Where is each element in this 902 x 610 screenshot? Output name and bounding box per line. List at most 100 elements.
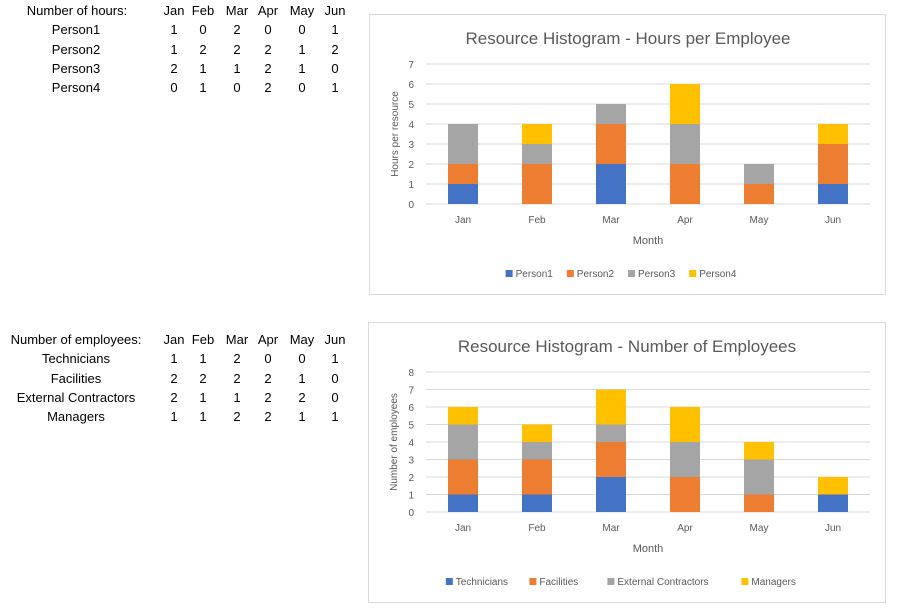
legend-label: Facilities [539, 577, 578, 588]
month-header: Mar [225, 3, 249, 18]
cell-value: 2 [199, 370, 207, 386]
legend-label: Technicians [456, 577, 508, 588]
cell-value: 2 [264, 80, 272, 96]
month-header: Feb [191, 3, 215, 18]
y-tick-label: 4 [408, 438, 414, 449]
cell-value: 2 [233, 370, 241, 386]
x-tick-label: Jun [825, 215, 841, 226]
legend-swatch [689, 270, 697, 277]
legend-label: Person1 [516, 269, 554, 280]
y-tick-label: 7 [408, 386, 414, 397]
month-header: May [289, 3, 315, 18]
bar-segment-facilities [744, 494, 774, 512]
bar-segment-person1 [596, 164, 626, 204]
bar-segment-external-contractors [744, 459, 774, 495]
month-header: Jan [163, 3, 185, 18]
bar-segment-person1 [818, 184, 848, 204]
cell-value: 1 [199, 351, 207, 367]
legend-label: External Contractors [617, 577, 708, 588]
y-tick-label: 4 [408, 120, 414, 131]
employees-chart-svg: Resource Histogram - Number of Employees… [389, 337, 870, 588]
x-tick-label: Jan [455, 523, 471, 534]
cell-value: 1 [170, 351, 178, 367]
cell-value: 1 [233, 389, 241, 405]
bar-segment-managers [596, 389, 626, 425]
bar-segment-person4 [522, 124, 552, 144]
cell-value: 1 [233, 60, 241, 76]
cell-value: 2 [264, 60, 272, 76]
hours-chart-svg: Resource Histogram - Hours per Employee 0… [390, 29, 870, 280]
cell-value: 0 [264, 351, 272, 367]
month-header: Jan [163, 332, 185, 347]
cell-value: 0 [264, 22, 272, 38]
legend-label: Person3 [638, 269, 676, 280]
legend-swatch [529, 578, 537, 585]
bar-segment-person4 [670, 84, 700, 124]
y-axis-title: Hours per resource [390, 91, 401, 177]
y-tick-label: 3 [408, 140, 414, 151]
row-label: Person4 [51, 80, 101, 96]
cell-value: 2 [233, 409, 241, 425]
table-header: Number of employees: [10, 332, 142, 347]
bar-segment-technicians [596, 477, 626, 512]
bar-segment-person3 [522, 144, 552, 164]
y-tick-label: 0 [408, 200, 414, 211]
cell-value: 2 [233, 22, 241, 38]
cell-value: 0 [170, 80, 178, 96]
bar-segment-managers [744, 442, 774, 460]
x-tick-label: Jan [455, 215, 471, 226]
chart-title: Resource Histogram - Hours per Employee [465, 29, 790, 48]
cell-value: 0 [298, 80, 306, 96]
employees-chart[interactable]: Resource Histogram - Number of Employees… [368, 322, 886, 603]
y-tick-label: 0 [408, 508, 414, 519]
legend-swatch [607, 578, 615, 585]
bar-segment-external-contractors [670, 442, 700, 477]
cell-value: 1 [298, 60, 306, 76]
bar-segment-person3 [744, 164, 774, 184]
row-label: Technicians [42, 351, 110, 367]
bar-segment-technicians [818, 494, 848, 512]
legend-swatch [741, 578, 749, 585]
month-header: Mar [225, 332, 249, 347]
bar-segment-external-contractors [596, 424, 626, 442]
x-tick-label: Apr [677, 215, 693, 226]
bar-segment-person2 [670, 164, 700, 204]
x-tick-label: Feb [528, 215, 546, 226]
legend-swatch [505, 270, 513, 277]
legend-swatch [628, 270, 635, 277]
chart-title: Resource Histogram - Number of Employees [458, 337, 796, 356]
cell-value: 0 [331, 389, 339, 405]
row-label: Person2 [51, 41, 101, 57]
cell-value: 1 [331, 351, 339, 367]
bar-segment-external-contractors [522, 442, 552, 460]
cell-value: 1 [331, 22, 339, 38]
cell-value: 1 [170, 409, 178, 425]
bar-segment-facilities [670, 477, 700, 512]
bar-segment-person2 [818, 144, 848, 184]
cell-value: 2 [264, 370, 272, 386]
cell-value: 0 [298, 22, 306, 38]
cell-value: 2 [170, 389, 178, 405]
legend-label: Person4 [699, 269, 737, 280]
row-label: Facilities [50, 370, 102, 386]
bar-segment-person4 [818, 124, 848, 144]
x-tick-label: Mar [602, 215, 620, 226]
cell-value: 0 [233, 80, 241, 96]
y-tick-label: 2 [408, 473, 414, 484]
bar-segment-technicians [522, 494, 552, 512]
y-tick-label: 2 [408, 160, 414, 171]
cell-value: 2 [264, 41, 272, 57]
cell-value: 1 [298, 370, 306, 386]
cell-value: 2 [298, 389, 306, 405]
month-header: Apr [257, 3, 279, 18]
hours-chart[interactable]: Resource Histogram - Hours per Employee 0… [369, 14, 886, 295]
month-header: Jun [324, 3, 346, 18]
bar-segment-facilities [522, 459, 552, 495]
cell-value: 1 [170, 22, 178, 38]
x-tick-label: Feb [528, 523, 546, 534]
bar-segment-facilities [448, 459, 478, 495]
bar-segment-external-contractors [448, 424, 478, 460]
cell-value: 2 [264, 409, 272, 425]
bar-segment-person3 [596, 104, 626, 124]
bar-segment-managers [670, 407, 700, 442]
